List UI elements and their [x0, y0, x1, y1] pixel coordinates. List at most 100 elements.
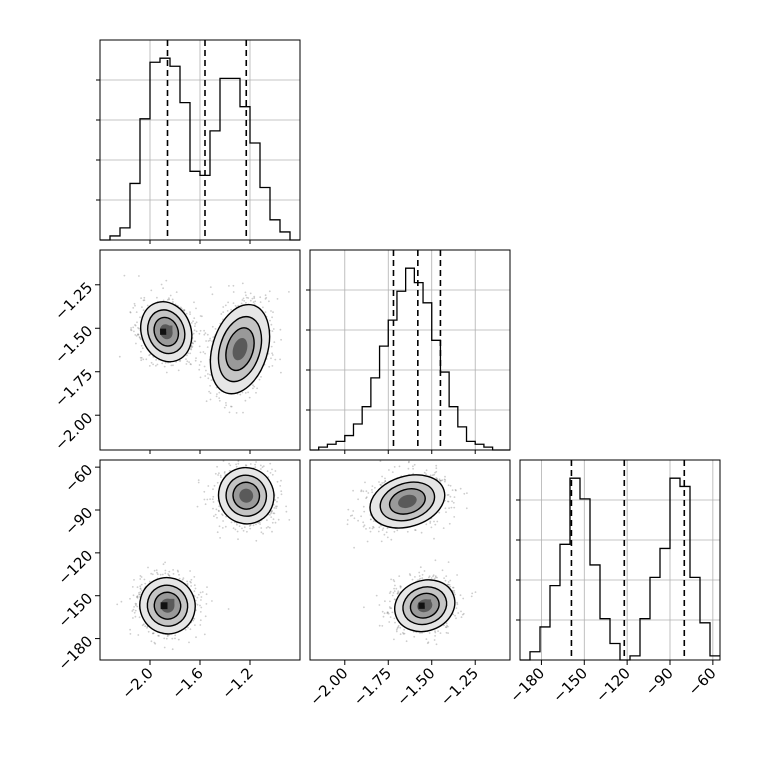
joint-1-2-sample-point	[233, 302, 235, 304]
joint-1-2-sample-point	[220, 313, 222, 315]
joint-1-2-sample-point	[162, 287, 164, 289]
joint-1-3-sample-point	[162, 574, 164, 576]
joint-2-3-sample-point	[386, 612, 388, 614]
joint-1-2-sample-point	[143, 297, 145, 299]
joint-1-2-sample-point	[247, 297, 249, 299]
joint-1-3-sample-point	[275, 470, 277, 472]
joint-1-2-sample-point	[210, 399, 212, 401]
joint-1-2-sample-point	[245, 292, 247, 294]
joint-1-2-sample-point	[245, 392, 247, 394]
joint-1-2-sample-point	[140, 359, 142, 361]
joint-1-2-sample-point	[204, 375, 206, 377]
joint-1-2-sample-point	[203, 334, 205, 336]
joint-1-2-sample-point	[157, 364, 159, 366]
joint-2-3-sample-point	[412, 579, 414, 581]
joint-1-3-sample-point	[191, 579, 193, 581]
joint-2-3-sample-point	[384, 478, 386, 480]
joint-1-2-sample-point	[271, 346, 273, 348]
joint-1-2-sample-point	[132, 327, 134, 329]
joint-2-3-sample-point	[373, 520, 375, 522]
joint-2-3-sample-point	[446, 632, 448, 634]
joint-1-3-sample-point	[169, 575, 171, 577]
joint-2-3-sample-point	[449, 584, 451, 586]
joint-1-3-sample-point	[269, 527, 271, 529]
joint-1-3-sample-point	[279, 485, 281, 487]
joint-1-3-sample-point	[207, 485, 209, 487]
joint-1-2-sample-point	[194, 323, 196, 325]
joint-1-3-sample-point	[215, 473, 217, 475]
joint-1-2-sample-point	[161, 284, 163, 286]
joint-2-3-sample-point	[434, 455, 436, 457]
joint-2-3-sample-point	[357, 498, 359, 500]
joint-2-3-sample-point	[432, 455, 434, 457]
joint-1-3-sample-point	[198, 482, 200, 484]
joint-1-3-sample-point	[165, 570, 167, 572]
joint-2-3-sample-point	[456, 607, 458, 609]
joint-1-2-sample-point	[140, 339, 142, 341]
joint-2-3-sample-point	[407, 531, 409, 533]
joint-1-3-sample-point	[141, 590, 143, 592]
joint-1-3-peak-cell	[168, 599, 175, 606]
joint-2-3-sample-point	[422, 574, 424, 576]
joint-2-3-sample-point	[435, 467, 437, 469]
joint-1-3-sample-point	[178, 639, 180, 641]
joint-2-3-sample-point	[418, 572, 420, 574]
joint-1-2-sample-point	[279, 359, 281, 361]
joint-1-3-sample-point	[142, 624, 144, 626]
joint-1-2-sample-point	[249, 397, 251, 399]
joint-1-2-ytick-label: −2.00	[51, 409, 96, 454]
joint-1-3-sample-point	[217, 531, 219, 533]
joint-1-3-plot-area	[116, 439, 290, 650]
joint-1-3-sample-point	[160, 574, 162, 576]
joint-1-2-sample-point	[165, 280, 167, 282]
joint-1-2-sample-point	[195, 308, 197, 310]
joint-1-3-sample-point	[236, 453, 238, 455]
hist-param-2-step-line	[310, 268, 510, 450]
joint-2-3-sample-point	[384, 600, 386, 602]
joint-2-3-sample-point	[451, 500, 453, 502]
joint-1-3-sample-point	[261, 531, 263, 533]
joint-2-3-sample-point	[421, 532, 423, 534]
joint-1-2-sample-point	[218, 392, 220, 394]
joint-1-3-sample-point	[186, 581, 188, 583]
joint-1-2-sample-point	[231, 406, 233, 408]
joint-1-2-sample-point	[196, 321, 198, 323]
joint-1-2-sample-point	[200, 315, 202, 317]
joint-1-3-sample-point	[172, 648, 174, 650]
joint-1-3-sample-point	[205, 615, 207, 617]
joint-1-3-sample-point	[139, 585, 141, 587]
joint-2-3-sample-point	[409, 574, 411, 576]
joint-1-2-sample-point	[211, 379, 213, 381]
joint-1-3-sample-point	[233, 527, 235, 529]
joint-1-2-sample-point	[265, 297, 267, 299]
joint-2-3-sample-point	[453, 502, 455, 504]
joint-1-3-sample-point	[137, 586, 139, 588]
joint-1-3-sample-point	[263, 465, 265, 467]
joint-1-3-sample-point	[132, 586, 134, 588]
joint-1-2-sample-point	[250, 300, 252, 302]
joint-1-2-sample-point	[140, 357, 142, 359]
joint-2-3-sample-point	[437, 630, 439, 632]
joint-1-2-sample-point	[207, 346, 209, 348]
joint-1-3-sample-point	[273, 512, 275, 514]
joint-2-3-sample-point	[396, 631, 398, 633]
joint-1-2-sample-point	[200, 361, 202, 363]
joint-1-3-sample-point	[195, 588, 197, 590]
joint-2-3-sample-point	[363, 606, 365, 608]
joint-2-3-sample-point	[434, 524, 436, 526]
joint-1-2-sample-point	[243, 298, 245, 300]
joint-1-2-sample-point	[260, 301, 262, 303]
joint-1-2-sample-point	[241, 303, 243, 305]
joint-1-3-sample-point	[222, 520, 224, 522]
joint-1-3-sample-point	[194, 584, 196, 586]
joint-1-2-sample-point	[200, 377, 202, 379]
joint-1-2-sample-point	[262, 307, 264, 309]
joint-1-3-sample-point	[278, 519, 280, 521]
joint-1-3-sample-point	[224, 471, 226, 473]
joint-1-3-sample-point	[218, 456, 220, 458]
joint-1-2-sample-point	[273, 328, 275, 330]
joint-2-3-sample-point	[462, 614, 464, 616]
joint-1-3-sample-point	[199, 624, 201, 626]
joint-1-2-sample-point	[253, 301, 255, 303]
joint-2-3-sample-point	[390, 591, 392, 593]
